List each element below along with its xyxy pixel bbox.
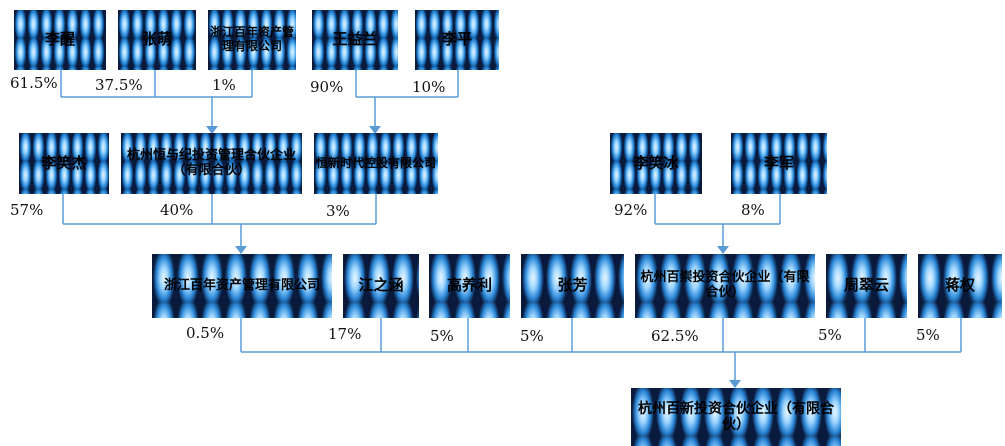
node-zhang-meng: 张萌 [118,10,196,70]
pct-hengxin: 3% [326,202,350,220]
node-label: 杭州恒与纪投资管理合伙企业（有限合伙） [126,147,296,178]
pct-jiang-zhihan: 17% [328,325,362,343]
node-label: 浙江百年资产管理有限公司 [210,25,295,53]
pct-wang-yilan: 90% [310,78,344,96]
pct-zhang-fang: 5% [520,327,544,345]
node-zhang-fang: 张芳 [521,254,624,318]
node-li-xiaojie: 李笑杰 [19,133,109,194]
node-label: 杭州百新投资合伙企业（有限合伙） [638,400,834,433]
pct-jiang-quan: 5% [916,326,940,344]
pct-zhou-cuiyun: 5% [818,326,842,344]
pct-zhejiang-baicheng: 0.5% [186,324,225,342]
node-zhejiang-baicheng: 浙江百年资产管理有限公司 [152,254,332,318]
node-zhou-cuiyun: 周翠云 [826,254,907,318]
pct-gao-yangli: 5% [430,327,454,345]
node-li-xiaobing: 李笑冰 [610,133,702,194]
node-wang-yilan: 王益兰 [312,10,398,70]
node-label: 李笑杰 [41,153,87,172]
pct-zhejiang: 1% [212,76,236,94]
node-label: 周翠云 [843,276,889,295]
node-label: 蒋权 [944,276,975,295]
pct-li-ping: 10% [412,78,446,96]
node-hangzhou-baichong: 杭州百崇投资合伙企业（有限合伙） [635,254,815,318]
node-target-hangzhou-baixin: 杭州百新投资合伙企业（有限合伙） [631,388,841,446]
node-label: 杭州百崇投资合伙企业（有限合伙） [640,270,810,300]
pct-li-xiaobing: 92% [614,201,648,219]
node-label: 李平 [441,30,472,49]
node-label: 张芳 [557,276,588,295]
node-label: 浙江百年资产管理有限公司 [163,277,320,293]
pct-li-jun: 8% [741,201,765,219]
node-label: 江之涵 [358,276,404,295]
node-label: 王益兰 [332,30,378,49]
pct-li-xing: 61.5% [10,74,58,92]
node-label: 张萌 [141,30,172,49]
node-jiang-zhihan: 江之涵 [343,254,419,318]
node-label: 李军 [763,153,794,172]
node-label: 高养利 [446,276,492,295]
node-li-ping: 李平 [415,10,499,70]
pct-hangzhou-baichong: 62.5% [651,327,699,345]
node-gao-yangli: 高养利 [429,254,510,318]
pct-hangzhou-hengyu: 40% [160,201,194,219]
node-hengxin-shidai: 恒新时代控股有限公司 [314,133,438,194]
node-li-jun: 李军 [731,133,827,194]
node-jiang-quan: 蒋权 [918,254,1002,318]
node-zhejiang-baicheng-small: 浙江百年资产管理有限公司 [208,10,296,70]
node-label: 李醒 [44,30,75,49]
node-label: 恒新时代控股有限公司 [316,155,437,170]
node-hangzhou-hengyu: 杭州恒与纪投资管理合伙企业（有限合伙） [121,133,302,194]
node-li-xing: 李醒 [14,10,106,70]
pct-zhang-meng: 37.5% [95,76,143,94]
node-label: 李笑冰 [633,153,679,172]
pct-li-xiaojie: 57% [10,201,44,219]
